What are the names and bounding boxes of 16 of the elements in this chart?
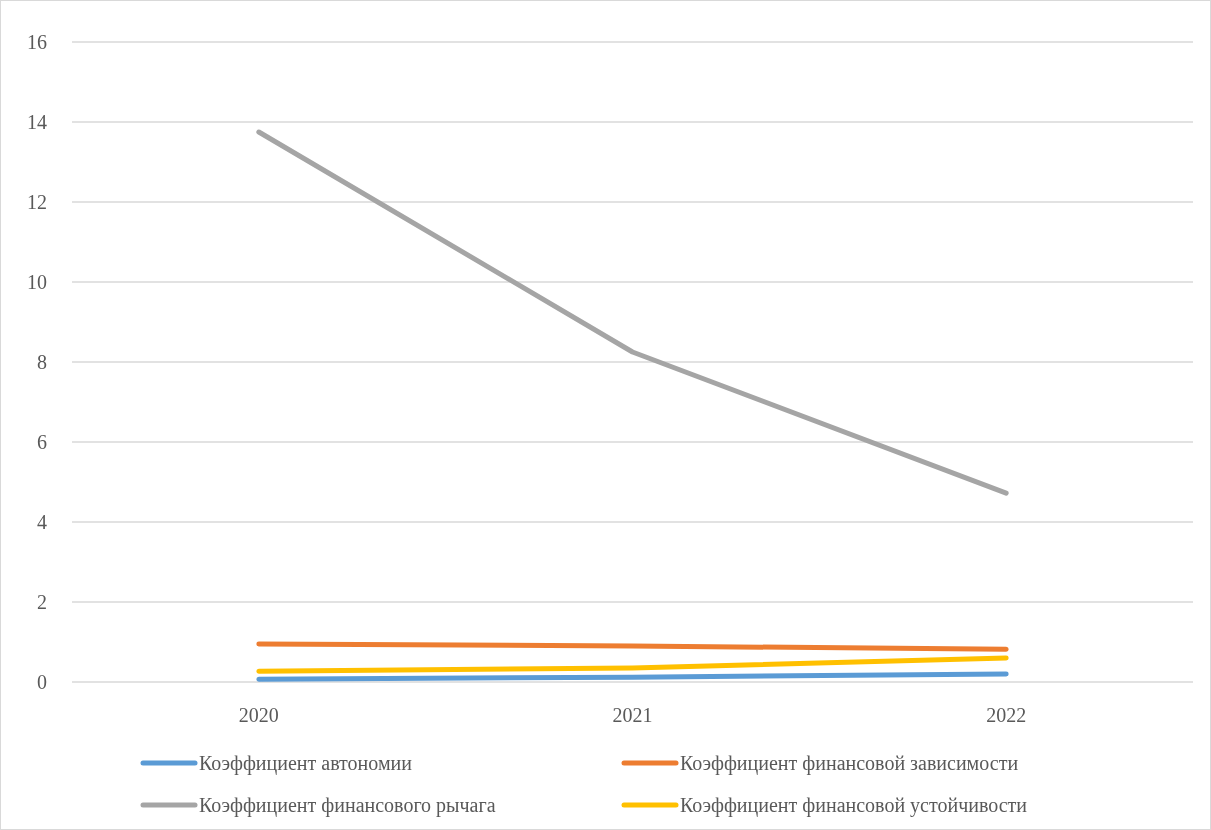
y-tick-label: 14	[27, 111, 47, 133]
x-tick-label: 2020	[238, 704, 279, 726]
legend-label: Коэффициент финансового рычага	[199, 794, 496, 817]
x-tick-label: 2022	[986, 704, 1027, 726]
legend-label: Коэффициент финансовой зависимости	[680, 752, 1019, 775]
y-tick-label: 4	[37, 511, 47, 533]
y-tick-label: 8	[37, 351, 47, 373]
legend-label: Коэффициент автономии	[199, 752, 413, 775]
y-tick-label: 0	[37, 671, 47, 693]
y-tick-label: 6	[37, 431, 47, 453]
y-tick-label: 16	[27, 31, 47, 53]
legend-label: Коэффициент финансовой устойчивости	[680, 794, 1028, 817]
y-tick-label: 10	[27, 271, 47, 293]
x-tick-label: 2021	[612, 704, 653, 726]
y-tick-label: 2	[37, 591, 47, 613]
y-tick-label: 12	[27, 191, 47, 213]
